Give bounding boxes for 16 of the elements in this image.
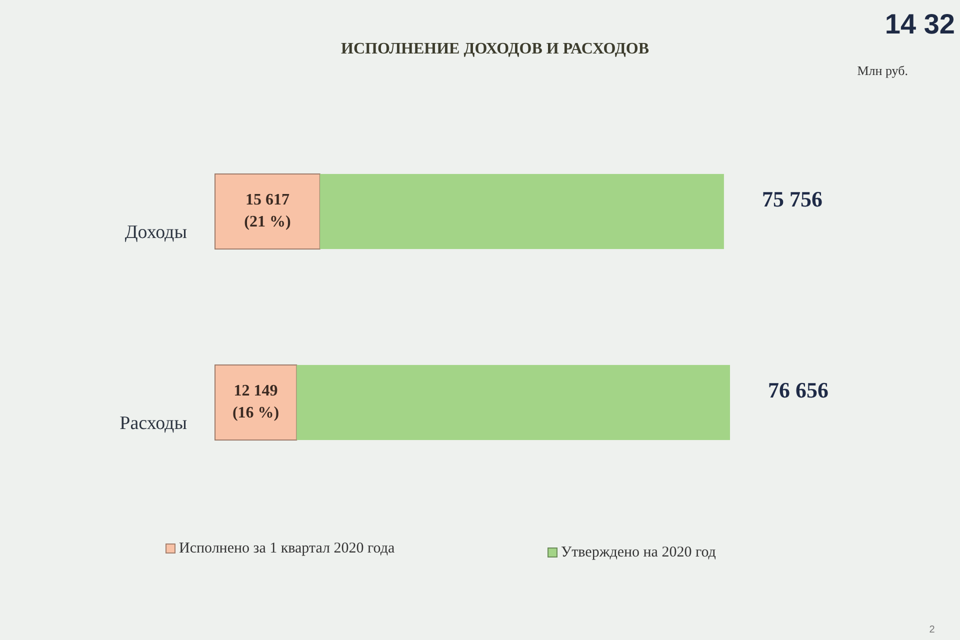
legend-label: Утверждено на 2020 год (561, 544, 716, 560)
chart-title: ИСПОЛНЕНИЕ ДОХОДОВ И РАСХОДОВ (341, 40, 650, 58)
bar (214, 364, 298, 441)
bar (320, 174, 724, 250)
text: Млн руб. (857, 62, 908, 78)
total-label: 75 756 (762, 186, 822, 212)
y-tick-label: Расходы (120, 412, 188, 434)
data-label: 12 149 (16 %) (232, 382, 280, 422)
text: 2 (929, 624, 936, 636)
y-tick-label: Доходы (124, 222, 188, 243)
text: 14 32 (884, 8, 955, 40)
total-label: 76 656 (768, 378, 828, 403)
bar (296, 364, 730, 440)
legend-label: Исполнено за 1 квартал 2020 года (179, 540, 395, 556)
data-label: 15 617 (21 %) (244, 191, 291, 230)
bar (214, 173, 320, 250)
